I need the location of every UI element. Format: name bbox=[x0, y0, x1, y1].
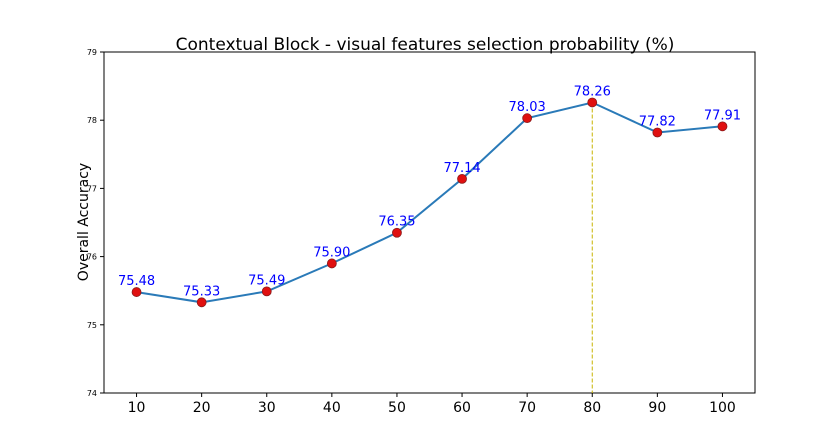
x-tick-label: 10 bbox=[128, 400, 146, 416]
data-point bbox=[326, 258, 337, 269]
data-point bbox=[652, 127, 663, 138]
data-label: 77.14 bbox=[443, 161, 480, 176]
x-tick-label: 60 bbox=[453, 400, 471, 416]
data-label: 77.91 bbox=[704, 108, 741, 123]
x-tick-label: 70 bbox=[518, 400, 536, 416]
chart-title: Contextual Block - visual features selec… bbox=[176, 35, 675, 55]
data-point bbox=[261, 286, 272, 297]
data-label: 75.33 bbox=[183, 284, 220, 299]
y-tick-label: 77 bbox=[87, 184, 97, 193]
chart-marks: 74 75 76 77 78 79 10 20 30 40 50 60 70 80 90 100 75.48 75… bbox=[87, 48, 741, 416]
series-line bbox=[136, 101, 723, 304]
data-label: 75.49 bbox=[248, 273, 285, 288]
y-tick-label: 78 bbox=[87, 116, 97, 125]
data-point bbox=[196, 297, 207, 308]
data-point bbox=[522, 113, 533, 124]
plot-area-frame bbox=[103, 51, 756, 394]
x-tick-label: 100 bbox=[709, 400, 736, 416]
x-tick-label: 40 bbox=[323, 400, 341, 416]
data-label: 76.35 bbox=[378, 215, 415, 230]
data-point bbox=[717, 121, 728, 132]
x-tick-label: 90 bbox=[648, 400, 666, 416]
y-axis-label: Overall Accuracy bbox=[76, 163, 92, 281]
x-tick-label: 80 bbox=[583, 400, 601, 416]
data-label: 78.03 bbox=[509, 100, 546, 115]
data-point bbox=[131, 287, 142, 297]
x-tick-label: 20 bbox=[193, 400, 211, 416]
data-label: 75.48 bbox=[118, 274, 155, 289]
data-label: 78.26 bbox=[574, 84, 611, 99]
y-tick-label: 75 bbox=[87, 321, 97, 330]
data-point bbox=[457, 173, 467, 184]
x-tick-label: 30 bbox=[258, 400, 276, 416]
data-label: 75.90 bbox=[313, 245, 350, 260]
data-point bbox=[587, 97, 598, 108]
x-tick-label: 50 bbox=[388, 400, 406, 416]
y-tick-label: 74 bbox=[87, 389, 97, 398]
data-label: 77.82 bbox=[639, 114, 676, 129]
data-point bbox=[392, 227, 402, 238]
y-tick-label: 79 bbox=[87, 48, 97, 57]
y-tick-label: 76 bbox=[87, 253, 97, 262]
